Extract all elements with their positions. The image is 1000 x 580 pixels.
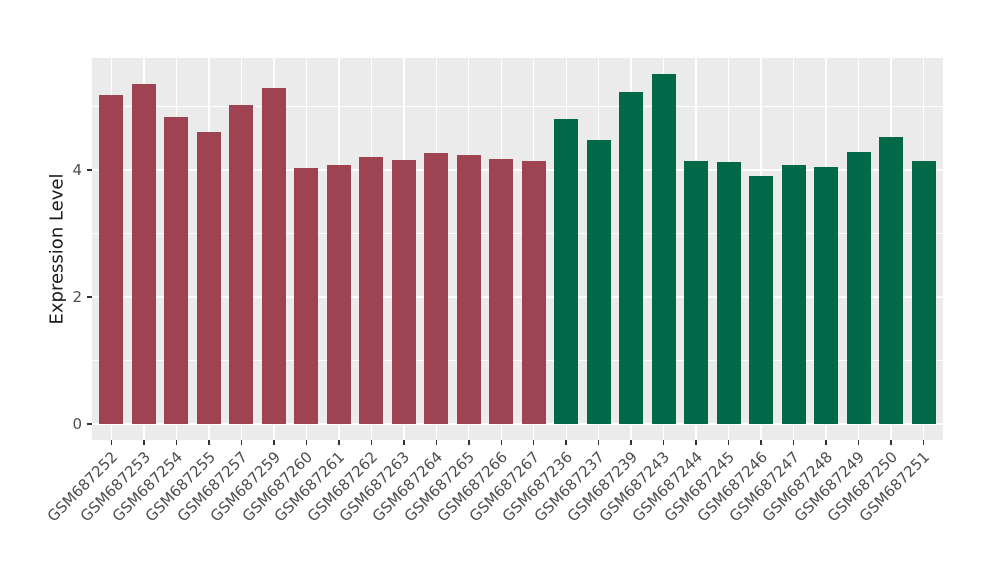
bar-GSM687243: [651, 74, 676, 424]
bar-GSM687239: [619, 91, 644, 424]
x-tick: [468, 440, 470, 445]
bar-GSM687257: [229, 104, 254, 424]
bar-GSM687266: [489, 159, 514, 424]
y-tick: [87, 169, 92, 171]
bar-GSM687236: [554, 118, 579, 424]
x-tick: [792, 440, 795, 445]
grid-major-line: [92, 296, 943, 298]
y-tick: [87, 423, 92, 425]
bar-GSM687260: [294, 168, 319, 424]
bar-GSM687245: [716, 161, 741, 424]
bar-GSM687265: [456, 155, 481, 424]
grid-minor-line: [92, 106, 943, 107]
bar-GSM687246: [749, 176, 774, 424]
bar-GSM687261: [326, 164, 351, 424]
bar-GSM687267: [521, 161, 546, 424]
bar-GSM687249: [846, 151, 871, 424]
grid-minor-line: [92, 360, 943, 361]
bar-GSM687253: [131, 83, 156, 424]
x-tick: [662, 440, 665, 445]
x-tick: [922, 440, 925, 445]
bar-GSM687250: [879, 136, 904, 424]
x-tick: [597, 440, 600, 445]
bar-GSM687247: [781, 164, 806, 424]
y-tick-label: 4: [72, 161, 82, 179]
x-tick: [630, 440, 632, 445]
bar-GSM687251: [911, 161, 936, 424]
x-tick: [305, 440, 308, 445]
x-tick: [890, 440, 892, 445]
bar-GSM687264: [424, 152, 449, 424]
x-tick: [760, 440, 762, 445]
x-tick: [273, 440, 275, 445]
x-tick: [110, 440, 113, 445]
x-tick: [532, 440, 535, 445]
x-tick: [403, 440, 405, 445]
x-tick: [825, 440, 827, 445]
bar-GSM687254: [164, 117, 189, 424]
x-tick: [240, 440, 243, 445]
x-tick: [727, 440, 730, 445]
bar-GSM687262: [359, 157, 384, 424]
x-tick: [857, 440, 860, 445]
grid-major-line: [92, 169, 943, 171]
bar-GSM687244: [684, 161, 709, 424]
bar-GSM687263: [391, 160, 416, 424]
x-tick: [695, 440, 697, 445]
grid-major-line: [92, 423, 943, 425]
x-tick: [370, 440, 373, 445]
bar-GSM687255: [196, 131, 221, 424]
y-tick: [87, 296, 92, 298]
x-tick: [175, 440, 178, 445]
bar-GSM687259: [261, 88, 286, 424]
bar-GSM687237: [586, 140, 611, 424]
plot-panel: [92, 58, 943, 440]
bar-GSM687248: [814, 167, 839, 424]
grid-minor-line: [92, 233, 943, 234]
x-tick: [500, 440, 502, 445]
x-tick: [208, 440, 210, 445]
bar-GSM687252: [99, 95, 124, 424]
x-tick: [565, 440, 567, 445]
x-tick: [338, 440, 340, 445]
y-tick-label: 2: [72, 288, 82, 306]
x-tick: [435, 440, 438, 445]
x-tick: [143, 440, 145, 445]
y-tick-label: 0: [72, 415, 82, 433]
